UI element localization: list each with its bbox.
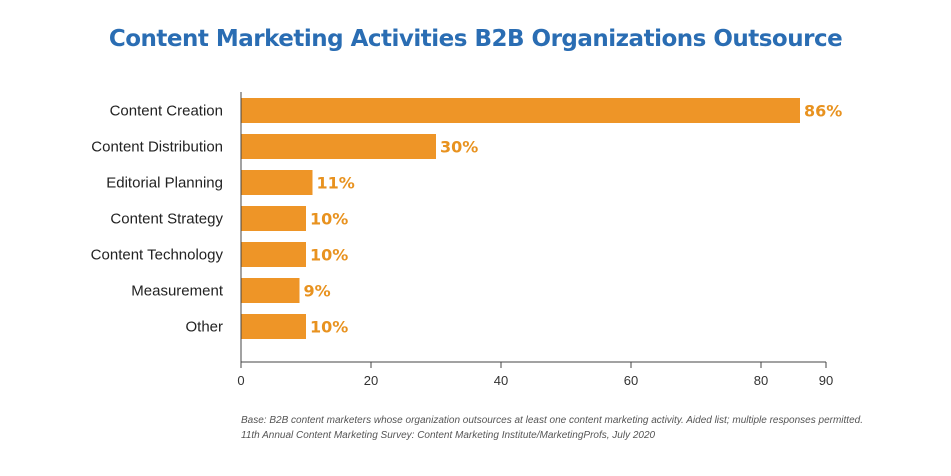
category-label-content-distribution: Content Distribution <box>91 139 223 156</box>
bar-other <box>241 314 306 339</box>
category-label-content-strategy: Content Strategy <box>110 211 223 228</box>
category-label-measurement: Measurement <box>131 283 224 300</box>
chart-title: Content Marketing Activities B2B Organiz… <box>108 26 843 52</box>
x-tick-label-40: 40 <box>494 373 508 388</box>
x-tick-label-20: 20 <box>364 373 378 388</box>
value-label-content-technology: 10% <box>310 246 348 265</box>
bar-content-strategy <box>241 206 306 231</box>
category-label-other: Other <box>185 319 223 336</box>
bar-content-creation <box>241 98 800 123</box>
x-tick-label-60: 60 <box>624 373 638 388</box>
value-label-content-strategy: 10% <box>310 210 348 229</box>
bar-content-distribution <box>241 134 436 159</box>
value-label-content-creation: 86% <box>804 102 842 121</box>
footnote-source: 11th Annual Content Marketing Survey: Co… <box>241 430 656 441</box>
bar-measurement <box>241 278 300 303</box>
x-tick-label-90: 90 <box>819 373 833 388</box>
category-label-editorial-planning: Editorial Planning <box>106 175 223 192</box>
value-label-measurement: 9% <box>304 282 331 301</box>
bars-layer <box>241 98 800 339</box>
value-label-other: 10% <box>310 318 348 337</box>
x-tick-label-0: 0 <box>237 373 244 388</box>
footnote-base: Base: B2B content marketers whose organi… <box>241 415 863 426</box>
x-axis: 0 20 40 60 80 90 <box>237 92 833 388</box>
bar-editorial-planning <box>241 170 313 195</box>
labels-layer: Content Creation 86% Content Distribution 3… <box>91 102 843 337</box>
x-tick-label-80: 80 <box>754 373 768 388</box>
value-label-content-distribution: 30% <box>440 138 478 157</box>
bar-content-technology <box>241 242 306 267</box>
category-label-content-creation: Content Creation <box>110 103 223 120</box>
category-label-content-technology: Content Technology <box>91 247 224 264</box>
value-label-editorial-planning: 11% <box>317 174 355 193</box>
